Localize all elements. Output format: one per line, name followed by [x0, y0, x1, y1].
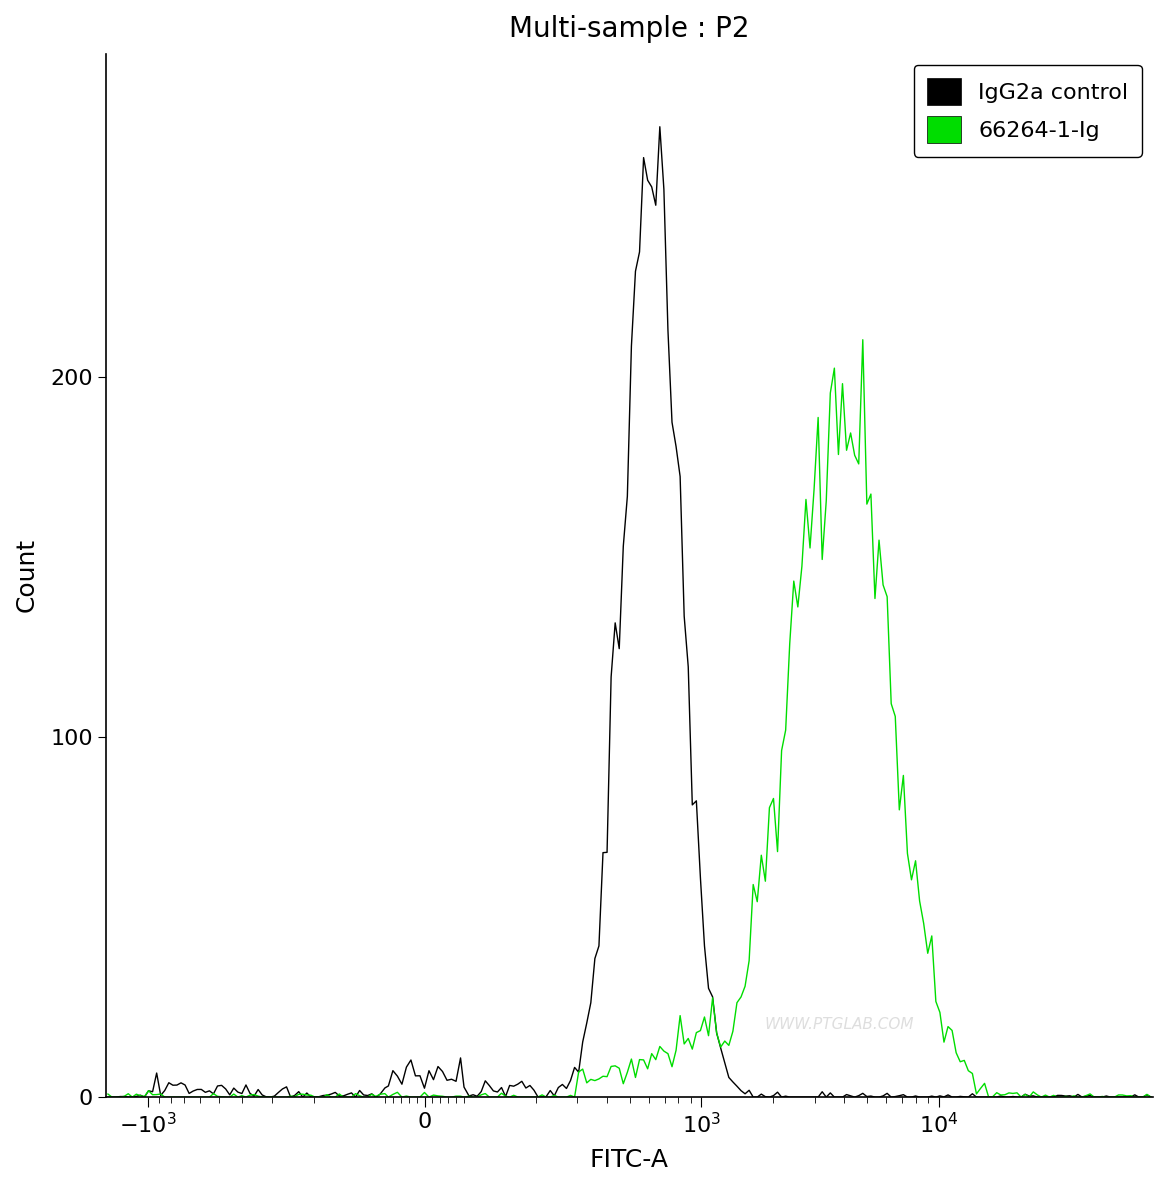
X-axis label: FITC-A: FITC-A	[590, 1148, 669, 1172]
Text: WWW.PTGLAB.COM: WWW.PTGLAB.COM	[764, 1016, 913, 1032]
Y-axis label: Count: Count	[15, 539, 39, 612]
Legend: IgG2a control, 66264-1-Ig: IgG2a control, 66264-1-Ig	[915, 65, 1142, 157]
Title: Multi-sample : P2: Multi-sample : P2	[509, 15, 750, 43]
